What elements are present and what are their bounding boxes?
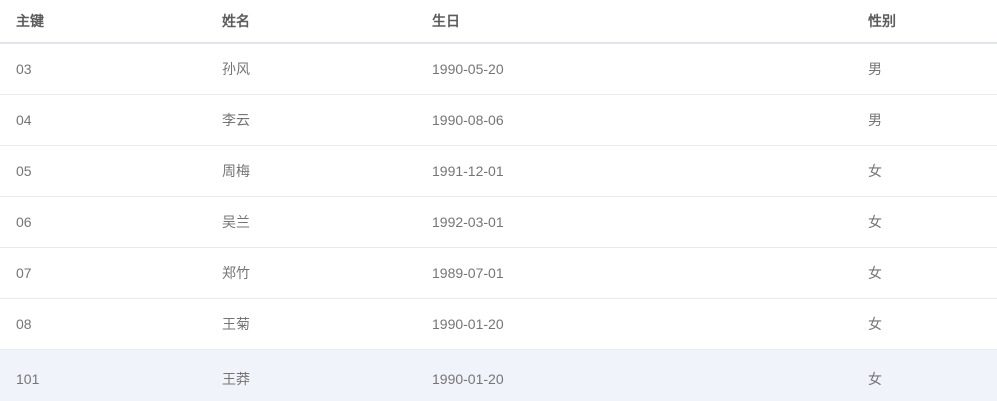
table-row[interactable]: 08 王菊 1990-01-20 女	[0, 298, 997, 350]
cell-birthday[interactable]: 1989-07-01	[416, 247, 852, 299]
cell-name[interactable]: 王菊	[206, 298, 416, 350]
cell-birthday[interactable]: 1990-08-06	[416, 94, 852, 146]
cell-name[interactable]: 吴兰	[206, 196, 416, 248]
cell-gender[interactable]: 男	[852, 94, 997, 146]
cell-primary-key[interactable]: 04	[0, 94, 206, 146]
cell-primary-key[interactable]: 06	[0, 196, 206, 248]
cell-gender[interactable]: 女	[852, 247, 997, 299]
cell-name[interactable]: 孙风	[206, 43, 416, 95]
cell-gender[interactable]: 女	[852, 298, 997, 350]
cell-primary-key[interactable]: 05	[0, 145, 206, 197]
cell-birthday[interactable]: 1991-12-01	[416, 145, 852, 197]
table-row[interactable]: 04 李云 1990-08-06 男	[0, 94, 997, 146]
cell-name[interactable]: 周梅	[206, 145, 416, 197]
cell-birthday[interactable]: 1990-05-20	[416, 43, 852, 95]
cell-gender[interactable]: 男	[852, 43, 997, 95]
cell-primary-key[interactable]: 03	[0, 43, 206, 95]
table-row[interactable]: 07 郑竹 1989-07-01 女	[0, 247, 997, 299]
table-body: 03 孙风 1990-05-20 男 04 李云 1990-08-06 男 05…	[0, 43, 997, 401]
cell-primary-key[interactable]: 08	[0, 298, 206, 350]
table-row[interactable]: 03 孙风 1990-05-20 男	[0, 43, 997, 95]
cell-birthday[interactable]: 1992-03-01	[416, 196, 852, 248]
column-header-name: 姓名	[206, 0, 416, 44]
column-header-birthday: 生日	[416, 0, 852, 44]
cell-primary-key[interactable]: 07	[0, 247, 206, 299]
cell-gender[interactable]: 女	[852, 145, 997, 197]
cell-name[interactable]: 李云	[206, 94, 416, 146]
table-row[interactable]: 05 周梅 1991-12-01 女	[0, 145, 997, 197]
table-header: 主键 姓名 生日 性别	[0, 0, 997, 44]
cell-name[interactable]: 郑竹	[206, 247, 416, 299]
cell-birthday[interactable]: 1990-01-20	[416, 298, 852, 350]
table-row-highlighted[interactable]: 101 王莽 1990-01-20 女	[0, 349, 997, 401]
column-header-primary-key: 主键	[0, 0, 206, 44]
cell-gender[interactable]: 女	[852, 196, 997, 248]
table-header-row: 主键 姓名 生日 性别	[0, 0, 997, 44]
cell-primary-key[interactable]: 101	[0, 349, 206, 401]
table-row[interactable]: 06 吴兰 1992-03-01 女	[0, 196, 997, 248]
cell-gender[interactable]: 女	[852, 349, 997, 401]
cell-birthday[interactable]: 1990-01-20	[416, 349, 852, 401]
cell-name[interactable]: 王莽	[206, 349, 416, 401]
column-header-gender: 性别	[852, 0, 997, 44]
